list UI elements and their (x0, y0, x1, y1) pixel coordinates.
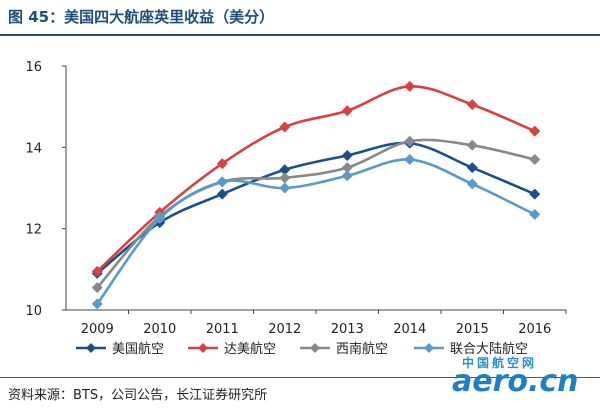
data-point (529, 125, 541, 137)
legend-swatch-marker (424, 343, 434, 353)
data-point (279, 182, 291, 194)
x-tick-label: 2016 (518, 322, 551, 337)
data-point (216, 176, 228, 188)
legend-item: 联合大陆航空 (414, 341, 528, 357)
series-line (96, 85, 536, 273)
data-point (466, 99, 478, 111)
data-point (91, 298, 103, 310)
figure-title: 图 45：美国四大航座英里收益（美分） (8, 8, 275, 26)
data-point (216, 158, 228, 170)
data-point (91, 282, 103, 294)
x-tick-label: 2009 (81, 322, 114, 337)
line-chart: 10 12 14 16 2009 2010 2011 2012 2013 2014 2015 2016… (25, 60, 567, 357)
legend-item: 达美航空 (188, 341, 276, 357)
series-layer (91, 80, 541, 310)
legend-label: 西南航空 (336, 341, 388, 357)
axes: 10 12 14 16 2009 2010 2011 2012 2013 2014 2015 2016 (25, 60, 567, 337)
x-tick-label: 2014 (393, 322, 426, 337)
data-point (466, 162, 478, 174)
data-point (404, 80, 416, 92)
source-divider (0, 377, 600, 378)
legend-label: 美国航空 (112, 341, 164, 357)
data-point (529, 208, 541, 220)
x-tick-label: 2011 (206, 322, 239, 337)
data-point (404, 154, 416, 166)
data-point (341, 162, 353, 174)
data-point (279, 172, 291, 184)
legend-swatch-marker (310, 343, 320, 353)
watermark-logo: 中国航空网 aero.cn (438, 352, 588, 404)
series-4 (91, 154, 541, 310)
legend-label: 达美航空 (224, 341, 276, 357)
data-point (466, 139, 478, 151)
watermark-cn-text: 中国航空网 (462, 356, 538, 370)
data-point (279, 121, 291, 133)
legend-swatch-marker (86, 343, 96, 353)
data-point (404, 135, 416, 147)
x-tick-label: 2010 (143, 322, 176, 337)
x-tick-label: 2012 (268, 322, 301, 337)
data-point (341, 170, 353, 182)
legend: 美国航空 达美航空 西南航空 联合大陆航空 (76, 341, 528, 357)
data-point (154, 213, 166, 224)
y-tick-label: 16 (25, 60, 42, 75)
data-point (91, 265, 103, 277)
x-tick-label: 2015 (456, 322, 489, 337)
series-2 (91, 80, 541, 277)
data-point (466, 178, 478, 190)
data-point (279, 164, 291, 176)
legend-item: 美国航空 (76, 341, 164, 357)
series-line (96, 141, 536, 275)
legend-label: 联合大陆航空 (450, 341, 528, 357)
y-tick-label: 14 (25, 141, 42, 156)
data-point (341, 105, 353, 117)
data-point (341, 149, 353, 161)
legend-swatch-marker (198, 343, 208, 353)
title-divider (0, 34, 600, 36)
data-point (529, 154, 541, 166)
y-tick-label: 10 (25, 304, 42, 319)
source-note: 资料来源：BTS，公司公告，长江证券研究所 (8, 388, 268, 403)
series-line (96, 158, 536, 305)
watermark-en-text: aero.cn (452, 364, 579, 399)
y-tick-label: 12 (25, 223, 42, 238)
legend-item: 西南航空 (300, 341, 388, 357)
x-tick-label: 2013 (331, 322, 364, 337)
data-point (529, 188, 541, 200)
data-point (216, 188, 228, 200)
